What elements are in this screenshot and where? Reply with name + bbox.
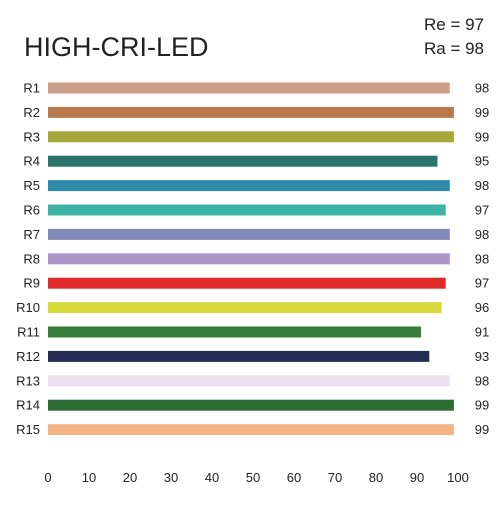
value-label-r14: 99 — [475, 398, 489, 413]
bar-r3 — [48, 131, 454, 143]
bar-r6 — [48, 204, 446, 216]
x-axis: 0 10 20 30 40 50 60 70 80 90 100 — [44, 470, 468, 485]
category-label-r11: R11 — [17, 325, 40, 340]
x-tick-label-0: 0 — [44, 470, 51, 485]
value-label-r13: 98 — [475, 373, 489, 388]
x-tick-label-80: 80 — [369, 470, 383, 485]
x-tick-label-70: 70 — [328, 470, 342, 485]
bars-layer: R1 98 R2 99 R3 99 R4 95 R5 98 R6 97 R7 98 R8 98 R9 97 R10 9… — [16, 81, 489, 438]
bar-r1 — [48, 82, 450, 94]
value-label-r7: 98 — [475, 227, 489, 242]
x-tick-label-100: 100 — [447, 470, 469, 485]
category-label-r1: R1 — [23, 81, 40, 96]
category-label-r14: R14 — [16, 398, 40, 413]
x-tick-label-90: 90 — [410, 470, 424, 485]
bar-r15 — [48, 424, 454, 436]
x-tick-label-60: 60 — [287, 470, 301, 485]
category-label-r7: R7 — [23, 227, 40, 242]
category-label-r5: R5 — [23, 178, 40, 193]
value-label-r15: 99 — [475, 422, 489, 437]
category-label-r10: R10 — [16, 300, 40, 315]
category-label-r8: R8 — [23, 251, 40, 266]
category-label-r3: R3 — [23, 129, 40, 144]
bar-r4 — [48, 155, 438, 167]
bar-r12 — [48, 350, 430, 362]
category-label-r9: R9 — [23, 276, 40, 291]
ra-summary: Ra = 98 — [424, 39, 484, 58]
bar-r10 — [48, 302, 442, 314]
category-label-r6: R6 — [23, 203, 40, 218]
value-label-r12: 93 — [475, 349, 489, 364]
value-label-r5: 98 — [475, 178, 489, 193]
value-label-r11: 91 — [475, 325, 489, 340]
bar-r13 — [48, 375, 450, 387]
bar-r9 — [48, 277, 446, 289]
category-label-r12: R12 — [16, 349, 40, 364]
x-tick-label-10: 10 — [82, 470, 96, 485]
bar-r2 — [48, 106, 454, 118]
bar-r8 — [48, 253, 450, 265]
value-label-r10: 96 — [475, 300, 489, 315]
re-summary: Re = 97 — [424, 15, 484, 34]
bar-r14 — [48, 399, 454, 411]
bar-r7 — [48, 228, 450, 240]
value-label-r8: 98 — [475, 251, 489, 266]
x-tick-label-20: 20 — [123, 470, 137, 485]
value-label-r6: 97 — [475, 203, 489, 218]
x-tick-label-50: 50 — [246, 470, 260, 485]
category-label-r4: R4 — [23, 154, 40, 169]
bar-r11 — [48, 326, 422, 338]
bar-r5 — [48, 180, 450, 192]
x-tick-label-40: 40 — [205, 470, 219, 485]
value-label-r3: 99 — [475, 129, 489, 144]
chart-title: HIGH-CRI-LED — [24, 32, 209, 62]
category-label-r13: R13 — [16, 373, 40, 388]
value-label-r4: 95 — [475, 154, 489, 169]
category-label-r15: R15 — [16, 422, 40, 437]
value-label-r2: 99 — [475, 105, 489, 120]
value-label-r1: 98 — [475, 81, 489, 96]
value-label-r9: 97 — [475, 276, 489, 291]
x-tick-label-30: 30 — [164, 470, 178, 485]
category-label-r2: R2 — [23, 105, 40, 120]
